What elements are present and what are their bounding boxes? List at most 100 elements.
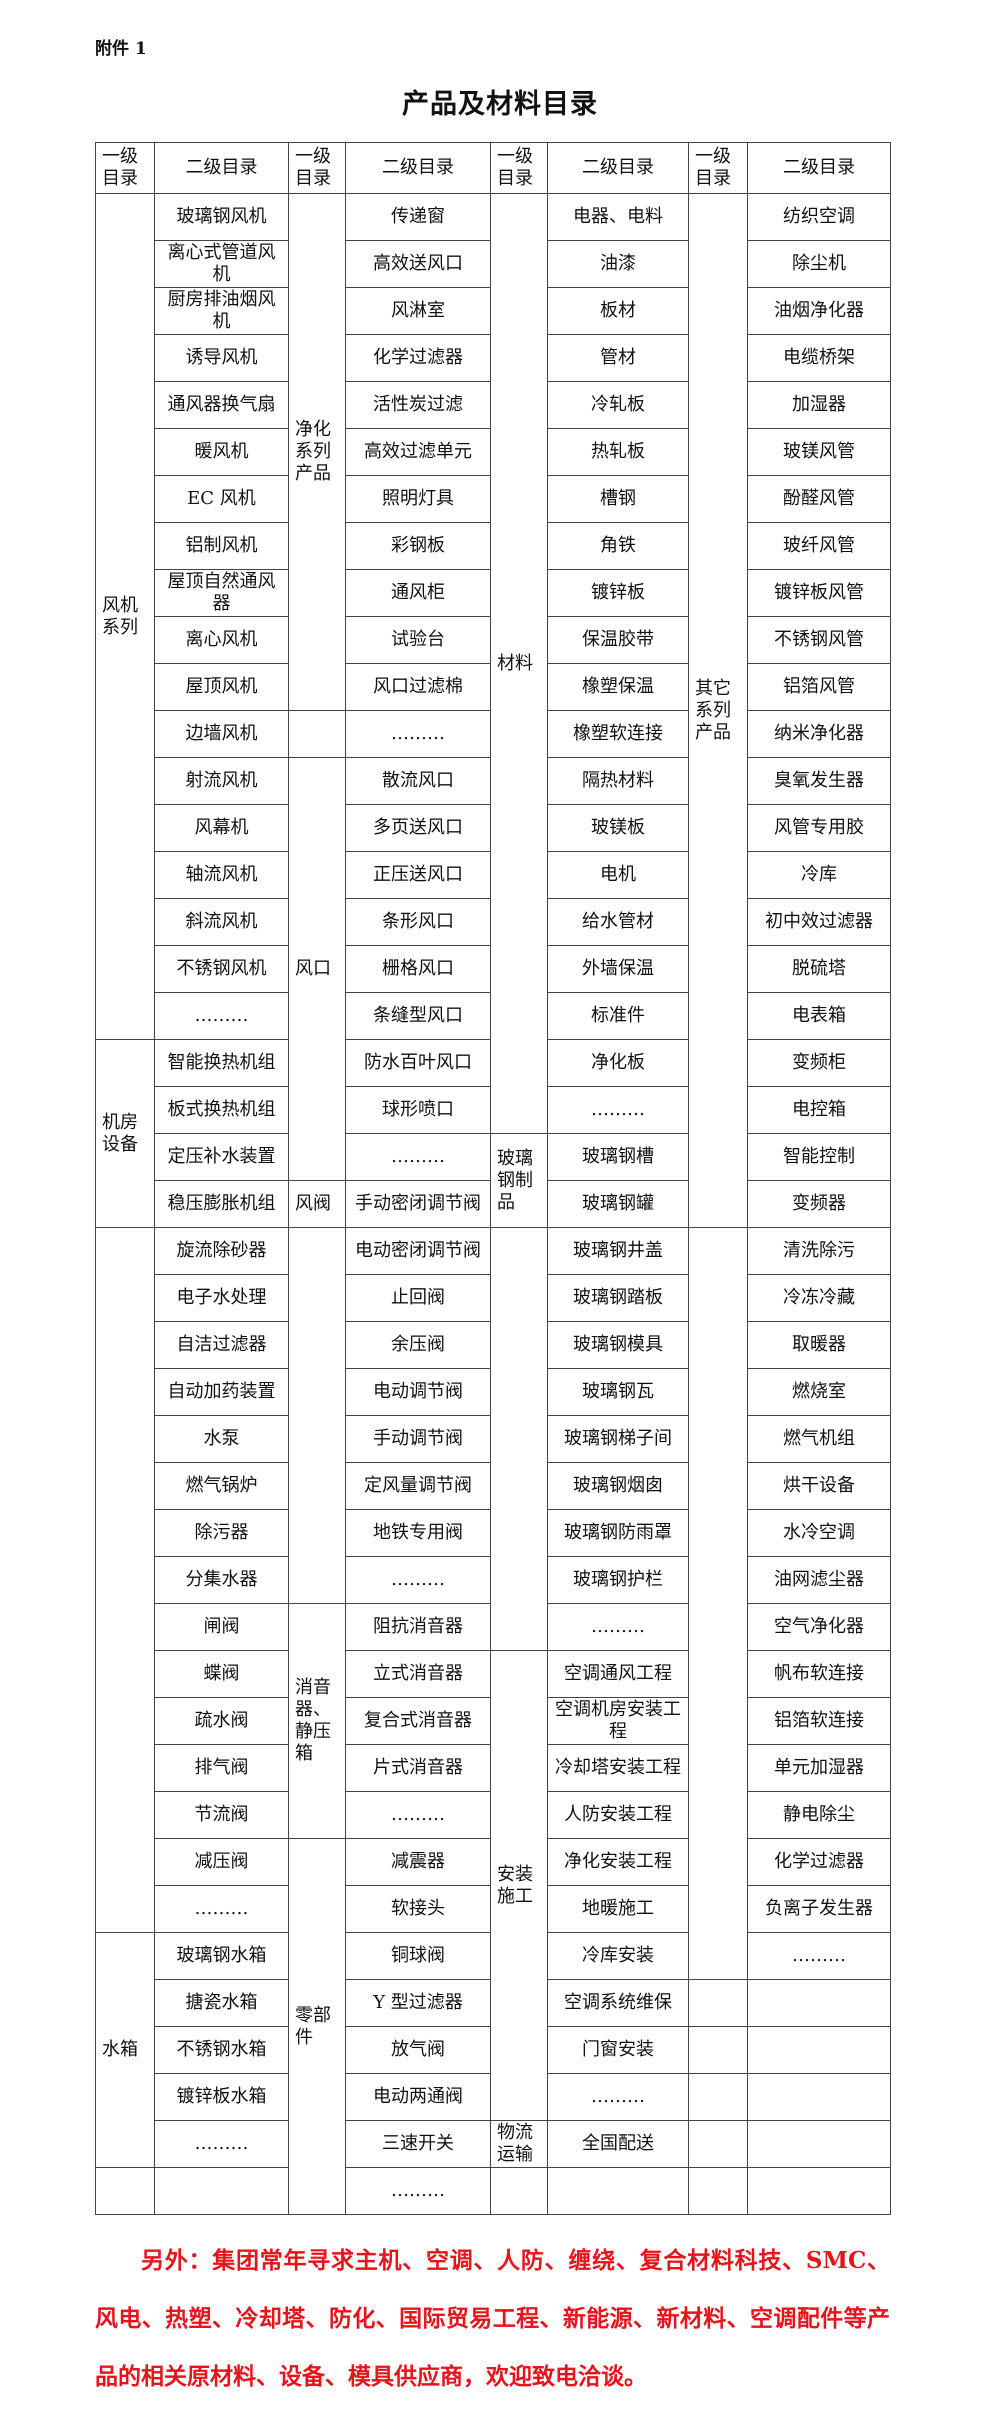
table-row: 厨房排油烟风机 风淋室 板材 油烟净化器 <box>96 287 891 335</box>
category-level2-cell: 暖风机 <box>154 428 289 476</box>
table-row: 铝制风机 彩钢板 角铁 玻纤风管 <box>96 522 891 570</box>
category-level2-cell: 镀锌板风管 <box>747 569 891 617</box>
category-level2-cell: 减压阀 <box>154 1838 289 1886</box>
footer-note: 另外：集团常年寻求主机、空调、人防、缠绕、复合材料科技、SMC、风电、热塑、冷却… <box>95 2247 890 2390</box>
category-level1-cell: 净化系列产品 <box>288 193 346 711</box>
table-row: ……… 条缝型风口 标准件 电表箱 <box>96 992 891 1040</box>
category-level2-cell: 空调通风工程 <box>547 1650 689 1698</box>
category-level2-cell: 电缆桥架 <box>747 334 891 382</box>
table-row: 水箱 玻璃钢水箱 铜球阀 冷库安装 ……… <box>95 1932 891 2168</box>
category-level2-cell: 油烟净化器 <box>747 287 891 335</box>
table-row: 通风器换气扇 活性炭过滤 冷轧板 加湿器 <box>96 381 891 429</box>
category-level1-cell <box>688 1227 748 1980</box>
category-level2-cell: ……… <box>547 2073 689 2121</box>
category-level1-cell <box>688 2167 748 2215</box>
category-level2-cell: 不锈钢水箱 <box>154 2026 289 2074</box>
category-level2-cell <box>154 2167 289 2215</box>
category-level1-cell <box>490 2167 548 2215</box>
category-level2-cell: 槽钢 <box>547 475 689 523</box>
catalog-table: 一级目录 二级目录 一级目录 二级目录 一级目录 二级目录 一级目录 二级目录 … <box>95 142 891 2215</box>
category-level2-cell: Y 型过滤器 <box>345 1979 491 2027</box>
category-level2-cell: 屋顶风机 <box>154 663 289 711</box>
category-level2-cell: 铜球阀 <box>345 1932 491 1980</box>
category-level2-cell: 初中效过滤器 <box>747 898 891 946</box>
category-level2-cell: 自动加药装置 <box>154 1368 289 1416</box>
category-level2-cell: 玻璃钢烟囱 <box>547 1462 689 1510</box>
header-level1: 一级目录 <box>288 142 346 194</box>
category-level2-cell: 旋流除砂器 <box>154 1227 289 1275</box>
category-level2-cell: ……… <box>547 1603 689 1651</box>
category-level2-cell: 稳压膨胀机组 <box>154 1180 289 1228</box>
category-level2-cell: ……… <box>547 1086 689 1134</box>
header-level2: 二级目录 <box>747 142 891 194</box>
category-level2-cell: 化学过滤器 <box>345 334 491 382</box>
category-level2-cell: 节流阀 <box>154 1791 289 1839</box>
category-level2-cell: 手动调节阀 <box>345 1415 491 1463</box>
category-level2-cell: 变频柜 <box>747 1039 891 1087</box>
table-row: 蝶阀 立式消音器 安装施工 空调通风工程 帆布软连接 <box>96 1650 891 2121</box>
table-row: 旋流除砂器 电动密闭调节阀 玻璃钢井盖 清洗除污 <box>95 1227 891 1980</box>
table-row: 自洁过滤器 余压阀 玻璃钢模具 取暖器 <box>96 1321 891 1369</box>
category-level2-cell: ……… <box>345 1556 491 1604</box>
category-level2-cell: 板式换热机组 <box>154 1086 289 1134</box>
category-level2-cell: 玻璃钢模具 <box>547 1321 689 1369</box>
table-row: 减压阀 零部件 减震器 净化安装工程 化学过滤器 <box>96 1838 891 2215</box>
category-level2-cell: 玻璃钢防雨罩 <box>547 1509 689 1557</box>
category-level2-cell: 风口过滤棉 <box>345 663 491 711</box>
category-level1-cell: 零部件 <box>288 1838 346 2215</box>
header-level1: 一级目录 <box>95 142 155 194</box>
category-level1-cell: 水箱 <box>95 1932 155 2168</box>
table-row: 屋顶自然通风器 通风柜 镀锌板 镀锌板风管 <box>96 569 891 617</box>
category-level2-cell: 橡塑保温 <box>547 663 689 711</box>
category-level2-cell: 燃烧室 <box>747 1368 891 1416</box>
category-level1-cell: 风口 <box>288 757 346 1181</box>
category-level2-cell: 脱硫塔 <box>747 945 891 993</box>
category-level2-cell <box>747 2026 891 2074</box>
category-level2-cell: 智能控制 <box>747 1133 891 1181</box>
category-level2-cell: 排气阀 <box>154 1744 289 1792</box>
category-level2-cell: 条形风口 <box>345 898 491 946</box>
table-row: 板式换热机组 球形喷口 ……… 电控箱 <box>96 1086 891 1134</box>
category-level2-cell: 栅格风口 <box>345 945 491 993</box>
category-level2-cell: 闸阀 <box>154 1603 289 1651</box>
table-row: 定压补水装置 ……… 玻璃钢制品 玻璃钢槽 智能控制 <box>96 1133 891 1228</box>
category-level2-cell: 屋顶自然通风器 <box>154 569 289 617</box>
category-level2-cell: 电控箱 <box>747 1086 891 1134</box>
category-level2-cell: 自洁过滤器 <box>154 1321 289 1369</box>
category-level2-cell: 正压送风口 <box>345 851 491 899</box>
category-level1-cell: 安装施工 <box>490 1650 548 2121</box>
category-level2-cell: 冷库 <box>747 851 891 899</box>
table-row: 自动加药装置 电动调节阀 玻璃钢瓦 燃烧室 <box>96 1368 891 1416</box>
table-row: 镀锌板水箱 电动两通阀 ……… <box>96 2073 891 2121</box>
category-level2-cell: 燃气机组 <box>747 1415 891 1463</box>
table-row: 除污器 地铁专用阀 玻璃钢防雨罩 水冷空调 <box>96 1509 891 1557</box>
category-level2-cell: 保温胶带 <box>547 616 689 664</box>
category-level1-cell: 消音器、静压箱 <box>288 1603 346 1839</box>
category-level1-cell: 风机系列 <box>95 193 155 1040</box>
category-level2-cell: 油漆 <box>547 240 689 288</box>
category-level2-cell: 智能换热机组 <box>154 1039 289 1087</box>
category-level2-cell: 酚醛风管 <box>747 475 891 523</box>
category-level2-cell: 帆布软连接 <box>747 1650 891 1698</box>
category-level2-cell: EC 风机 <box>154 475 289 523</box>
category-level2-cell: 标准件 <box>547 992 689 1040</box>
category-level2-cell: 玻镁板 <box>547 804 689 852</box>
category-level2-cell: 变频器 <box>747 1180 891 1228</box>
category-level2-cell: ……… <box>747 1932 891 1980</box>
category-level2-cell: 镀锌板 <box>547 569 689 617</box>
category-level2-cell: 试验台 <box>345 616 491 664</box>
category-level2-cell: 片式消音器 <box>345 1744 491 1792</box>
table-row: 不锈钢风机 栅格风口 外墙保温 脱硫塔 <box>96 945 891 993</box>
category-level1-cell: 玻璃钢制品 <box>490 1133 548 1228</box>
page-title: 产品及材料目录 <box>402 89 598 120</box>
category-level1-cell <box>288 1227 346 1604</box>
category-level2-cell: 负离子发生器 <box>747 1885 891 1933</box>
category-level2-cell: 高效过滤单元 <box>345 428 491 476</box>
category-level2-cell: 冷库安装 <box>547 1932 689 1980</box>
category-level2-cell: 轴流风机 <box>154 851 289 899</box>
category-level2-cell: 单元加湿器 <box>747 1744 891 1792</box>
category-level1-cell <box>95 1227 155 1933</box>
table-row: 排气阀 片式消音器 冷却塔安装工程 单元加湿器 <box>96 1744 891 1792</box>
category-level2-cell: 纳米净化器 <box>747 710 891 758</box>
category-level2-cell: 复合式消音器 <box>345 1697 491 1745</box>
